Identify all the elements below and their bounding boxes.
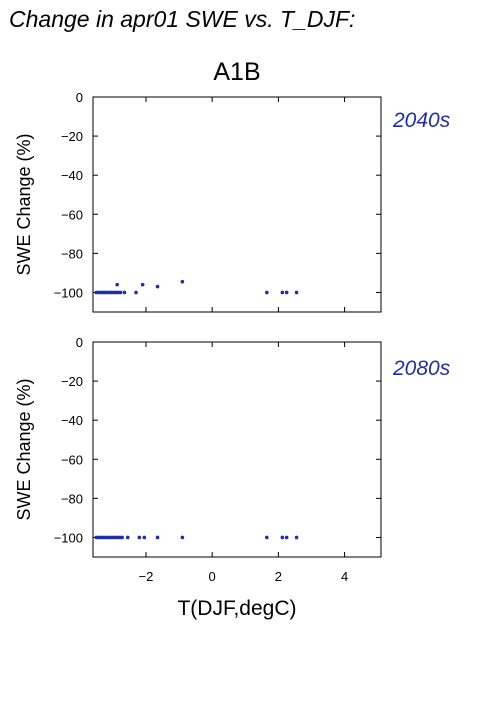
plot-frame [92, 96, 382, 313]
data-point [137, 535, 142, 540]
y-tick-label: 0 [76, 335, 83, 350]
plot-frame [92, 341, 382, 558]
data-point [94, 290, 99, 295]
x-axis-label: T(DJF,degC) [177, 597, 296, 620]
y-tick-label: −100 [54, 285, 83, 300]
data-point [294, 290, 299, 295]
data-point [280, 290, 285, 295]
y-tick-label: −80 [61, 491, 83, 506]
x-tick-label: −2 [139, 569, 154, 584]
data-point [122, 290, 127, 295]
period-label: 2080s [392, 357, 451, 380]
data-point [264, 290, 269, 295]
y-tick-label: −60 [61, 207, 83, 222]
y-tick-label: −40 [61, 168, 83, 183]
data-point [118, 290, 123, 295]
data-point [155, 284, 160, 289]
data-point [134, 290, 138, 295]
y-tick-label: −60 [61, 452, 83, 467]
y-tick-label: −80 [61, 246, 83, 261]
data-point [294, 535, 299, 540]
data-point [280, 535, 285, 540]
data-point [120, 535, 124, 540]
x-tick-label: 4 [341, 569, 348, 584]
panel-2040s: 0 −20 −40 −60 −80 −100 SWE Change (%) 2040s [14, 90, 451, 313]
data-point [94, 535, 99, 540]
data-point [125, 535, 130, 540]
y-tick-label: 0 [76, 90, 83, 105]
scenario-label: A1B [213, 58, 260, 86]
y-tick-label: −100 [54, 530, 83, 545]
data-point [284, 535, 289, 540]
data-point [180, 279, 185, 284]
data-point [142, 535, 147, 540]
data-point [115, 282, 119, 287]
data-point [284, 290, 289, 295]
figure-title: Change in apr01 SWE vs. T_DJF: [9, 6, 355, 32]
period-label: 2040s [392, 109, 451, 132]
data-point [140, 282, 145, 287]
y-tick-label: −20 [61, 374, 83, 389]
x-tick-label: 2 [275, 569, 282, 584]
y-axis-label: SWE Change (%) [14, 133, 34, 275]
y-tick-label: −20 [61, 129, 83, 144]
y-tick-label: −40 [61, 413, 83, 428]
y-axis-label: SWE Change (%) [14, 378, 34, 520]
data-point [155, 535, 160, 540]
data-point [264, 535, 269, 540]
x-tick-label: 0 [209, 569, 216, 584]
data-point [180, 535, 185, 540]
